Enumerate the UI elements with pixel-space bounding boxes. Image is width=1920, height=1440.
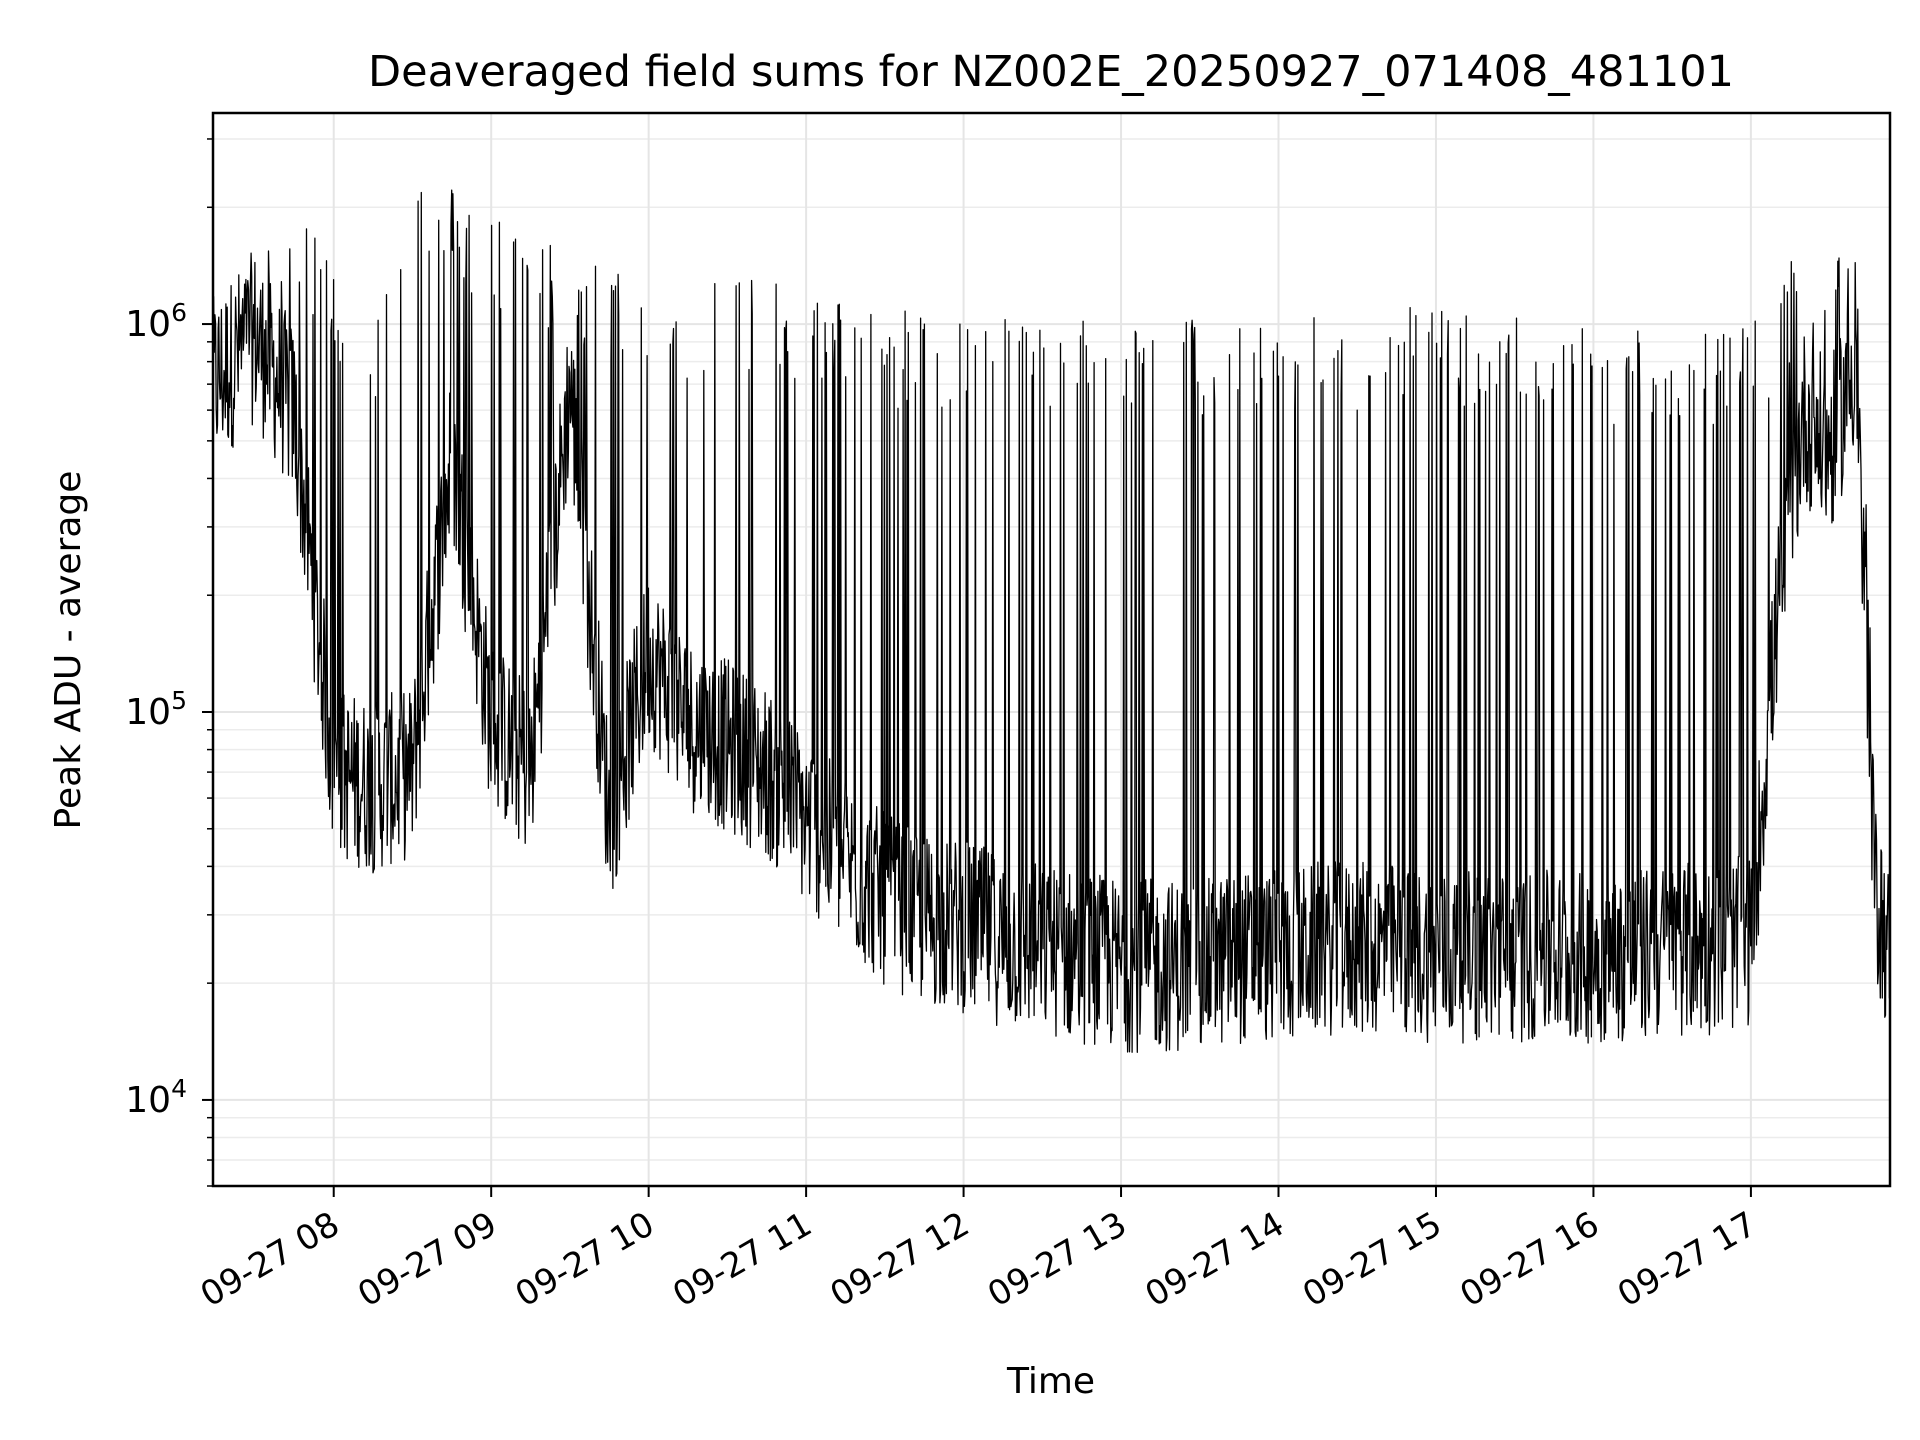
x-tick-label: 09-27 16	[1454, 1204, 1606, 1315]
x-axis-label: Time	[1006, 1361, 1095, 1402]
x-tick-label: 09-27 11	[666, 1204, 818, 1315]
y-axis-label: Peak ADU - average	[48, 471, 89, 830]
x-tick-label: 09-27 12	[824, 1204, 976, 1315]
x-tick-label: 09-27 15	[1296, 1204, 1448, 1315]
y-tick-label: 104	[125, 1074, 187, 1121]
x-tick-label: 09-27 14	[1139, 1204, 1291, 1315]
x-tick-label: 09-27 09	[351, 1204, 503, 1315]
plot-frame	[211, 111, 1892, 1188]
chart-title: Deaveraged field sums for NZ002E_2025092…	[368, 47, 1734, 97]
y-tick-label: 106	[125, 298, 187, 345]
x-tick-label: 09-27 10	[509, 1204, 661, 1315]
y-tick-label: 105	[125, 686, 187, 733]
grid-layer	[213, 113, 1890, 1187]
x-tick-label: 09-27 08	[194, 1204, 346, 1315]
series-line	[212, 189, 1891, 1053]
series-layer	[212, 189, 1891, 1053]
x-tick-label: 09-27 17	[1611, 1204, 1763, 1315]
x-tick-label: 09-27 13	[981, 1204, 1133, 1315]
